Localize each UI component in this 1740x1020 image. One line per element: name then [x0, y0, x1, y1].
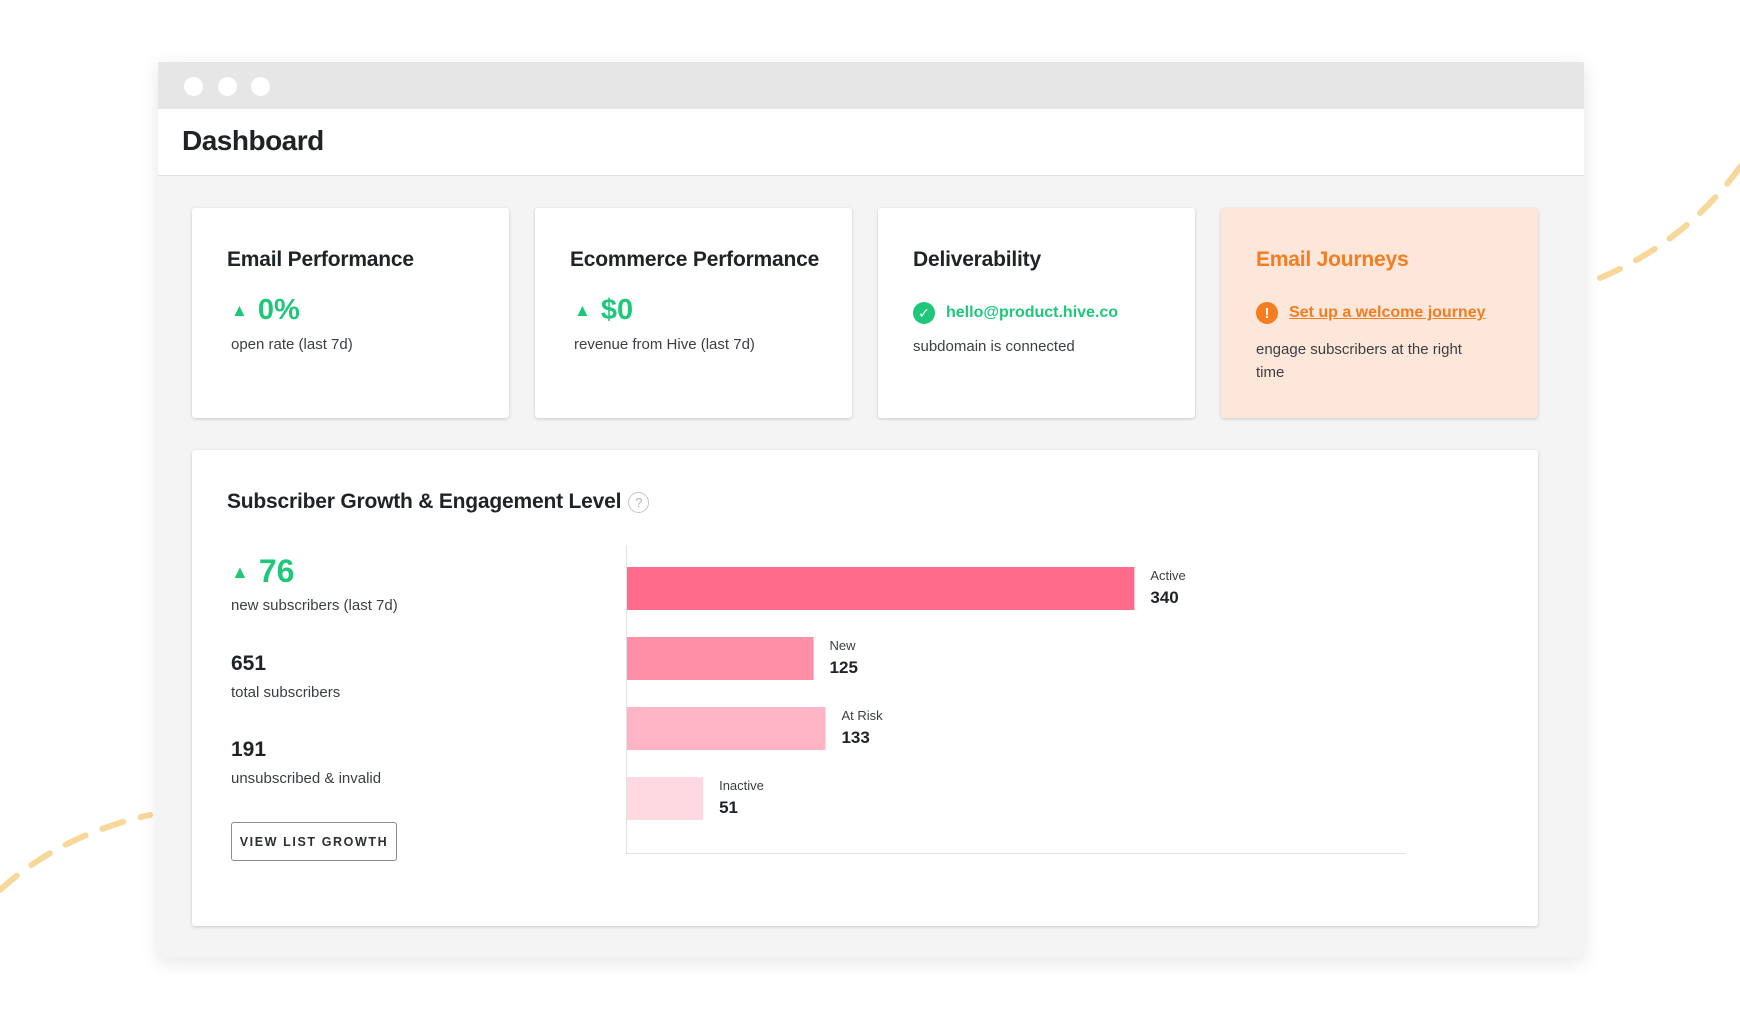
bar-value-inactive: 51 — [719, 798, 738, 817]
new-subscribers-label: new subscribers (last 7d) — [231, 597, 398, 614]
triangle-up-icon: ▲ — [231, 301, 248, 320]
bar-label-at-risk: At Risk — [841, 708, 883, 723]
decorative-dash-right — [1597, 161, 1740, 281]
subscriber-panel-title: Subscriber Growth & Engagement Level ? — [227, 490, 650, 514]
subscriber-panel-title-text: Subscriber Growth & Engagement Level — [227, 490, 622, 513]
deliverability-title: Deliverability — [913, 248, 1041, 271]
warning-circle-icon: ! — [1256, 302, 1278, 324]
revenue-value: $0 — [600, 294, 634, 326]
window-close-dot[interactable] — [184, 77, 203, 96]
window-titlebar — [158, 62, 1584, 109]
engagement-bar-chart: Active 340 New 125 At Risk 133 Inactive 51 — [626, 545, 1406, 855]
journeys-label: engage subscribers at the right time — [1256, 341, 1462, 381]
engagement-chart-svg: Active 340 New 125 At Risk 133 Inactive 51 — [626, 545, 1406, 854]
check-circle-icon: ✓ — [913, 302, 935, 324]
email-performance-title: Email Performance — [227, 248, 414, 271]
question-circle-icon[interactable]: ? — [628, 491, 650, 513]
unsubscribed-label: unsubscribed & invalid — [231, 770, 382, 787]
triangle-up-icon: ▲ — [574, 301, 591, 320]
revenue-metric: ▲ $0 — [574, 294, 633, 327]
bar-inactive[interactable] — [627, 777, 704, 820]
open-rate-value: 0% — [257, 294, 300, 326]
bar-label-new: New — [830, 638, 857, 653]
deliverability-card[interactable]: Deliverability ✓ hello@product.hive.co s… — [878, 208, 1195, 418]
bar-value-at-risk: 133 — [841, 728, 869, 747]
sending-domain: hello@product.hive.co — [946, 304, 1119, 321]
revenue-label: revenue from Hive (last 7d) — [574, 336, 755, 353]
deliverability-status: ✓ hello@product.hive.co — [913, 302, 1118, 324]
email-performance-card[interactable]: Email Performance ▲ 0% open rate (last 7d… — [192, 208, 509, 418]
bar-value-new: 125 — [830, 658, 858, 677]
bar-at-risk[interactable] — [627, 707, 826, 750]
triangle-up-icon: ▲ — [231, 562, 249, 582]
window-minimize-dot[interactable] — [218, 77, 237, 96]
unsubscribed-value: 191 — [231, 738, 267, 761]
bar-label-active: Active — [1150, 568, 1185, 583]
subscriber-growth-panel: Subscriber Growth & Engagement Level ? ▲… — [192, 450, 1538, 926]
app-window: Dashboard Email Performance ▲ 0% open rat… — [158, 62, 1584, 958]
bar-new[interactable] — [627, 637, 814, 680]
bar-label-inactive: Inactive — [719, 778, 764, 793]
new-subscribers-metric: ▲ 76 — [231, 553, 294, 590]
deliverability-label: subdomain is connected — [913, 338, 1075, 355]
new-subscribers-value: 76 — [258, 553, 295, 589]
decorative-dash-left — [0, 812, 153, 893]
bar-value-active: 340 — [1150, 588, 1178, 607]
email-journeys-title: Email Journeys — [1256, 248, 1409, 271]
total-subscribers-value: 651 — [231, 652, 267, 675]
bar-active[interactable] — [627, 567, 1135, 610]
welcome-journey-link[interactable]: Set up a welcome journey — [1289, 304, 1486, 321]
ecommerce-performance-card[interactable]: Ecommerce Performance ▲ $0 revenue from H… — [535, 208, 852, 418]
journey-alert: ! Set up a welcome journey — [1256, 302, 1486, 324]
total-subscribers-label: total subscribers — [231, 684, 341, 701]
view-list-growth-button[interactable]: VIEW LIST GROWTH — [231, 822, 397, 861]
page-header: Dashboard — [158, 109, 1584, 176]
page-title: Dashboard — [182, 125, 324, 156]
open-rate-label: open rate (last 7d) — [231, 336, 353, 353]
email-journeys-card[interactable]: Email Journeys ! Set up a welcome journe… — [1221, 208, 1538, 418]
open-rate-metric: ▲ 0% — [231, 294, 300, 327]
window-maximize-dot[interactable] — [251, 77, 270, 96]
ecommerce-performance-title: Ecommerce Performance — [570, 248, 820, 271]
